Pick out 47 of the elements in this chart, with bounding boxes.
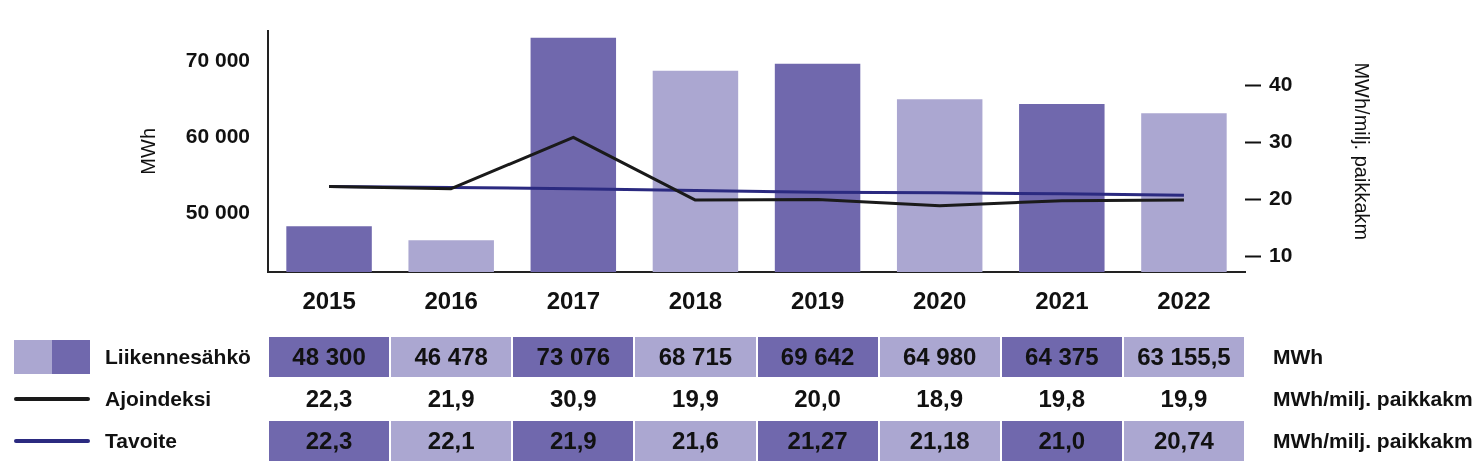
data-label: 19,8 <box>1000 378 1123 420</box>
data-label: 21,0 <box>1000 420 1123 461</box>
data-label: 22,3 <box>268 420 391 461</box>
data-label: 64 980 <box>878 336 1001 378</box>
legend-label: Tavoite <box>105 429 178 453</box>
data-label: 64 375 <box>1000 336 1123 378</box>
data-label: 21,27 <box>756 420 879 461</box>
data-label: 30,9 <box>512 378 635 420</box>
data-label: 48 300 <box>268 336 391 378</box>
legend-label: Ajoindeksi <box>105 387 213 411</box>
y-tick-label: 60 000 <box>185 124 250 148</box>
data-label: 63 155,5 <box>1122 336 1245 378</box>
data-label: 18,9 <box>878 378 1001 420</box>
x-tick-label: 2021 <box>1035 287 1089 315</box>
y-axis-title: MWh <box>136 127 159 175</box>
x-tick-label: 2016 <box>424 287 478 315</box>
data-label: 68 715 <box>634 336 757 378</box>
x-tick-label: 2018 <box>668 287 723 315</box>
data-label: 21,6 <box>634 420 757 461</box>
y2-tick-label: 10 <box>1269 243 1293 267</box>
text: MWh/milj. paikkakm <box>1272 387 1473 411</box>
x-tick-label: 2015 <box>302 287 356 315</box>
text: MWh/milj. paikkakm <box>1272 429 1473 453</box>
y2-tick-label: 40 <box>1269 72 1293 96</box>
data-label: 19,9 <box>1122 378 1245 420</box>
data-label: 21,9 <box>390 378 513 420</box>
y2-tick-label: 20 <box>1269 186 1293 210</box>
y2-axis-title: MWh/milj. paikkakm <box>1351 62 1374 241</box>
data-label: 20,0 <box>756 378 879 420</box>
y-tick-label: 70 000 <box>185 47 250 71</box>
data-label: 46 478 <box>390 336 513 378</box>
data-label: 21,9 <box>512 420 635 461</box>
x-tick-label: 2017 <box>546 287 601 315</box>
x-tick-label: 2020 <box>912 287 967 315</box>
data-label: 20,74 <box>1122 420 1245 461</box>
x-tick-label: 2022 <box>1157 287 1211 315</box>
data-label: 22,1 <box>390 420 513 461</box>
data-label: 21,18 <box>878 420 1001 461</box>
data-label: 19,9 <box>634 378 757 420</box>
text: MWh <box>1272 345 1324 369</box>
x-tick-label: 2019 <box>790 287 845 315</box>
y-tick-label: 50 000 <box>185 200 250 224</box>
data-label: 73 076 <box>512 336 635 378</box>
y2-tick-label: 30 <box>1269 129 1293 153</box>
data-label: 22,3 <box>268 378 391 420</box>
legend-label: Liikennesähkö <box>105 345 252 369</box>
data-label: 69 642 <box>756 336 879 378</box>
